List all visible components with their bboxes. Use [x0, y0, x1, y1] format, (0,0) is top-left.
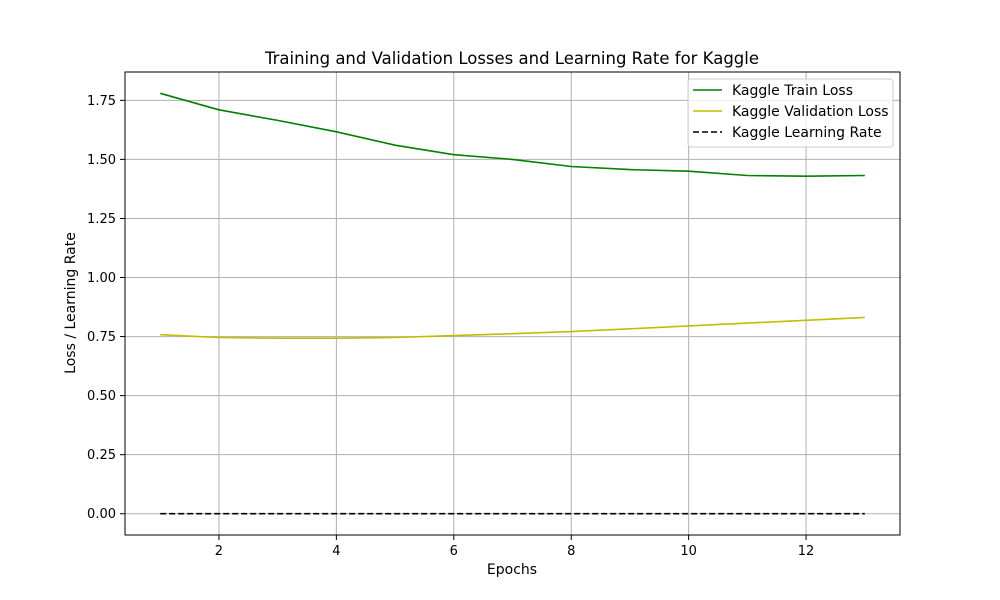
- x-tick-label: 6: [450, 544, 458, 559]
- legend-label-kaggle-learning-rate: Kaggle Learning Rate: [732, 125, 882, 141]
- y-tick-label: 0.50: [87, 389, 116, 404]
- plot-frame: [124, 71, 901, 536]
- x-axis-label: Epochs: [487, 562, 537, 578]
- y-tick-label: 0.00: [87, 507, 116, 522]
- y-tick-label: 0.75: [87, 330, 116, 345]
- kaggle-train-loss-line: [159, 92, 865, 177]
- legend-label-kaggle-train-loss: Kaggle Train Loss: [732, 83, 853, 99]
- y-tick-label: 1.50: [87, 153, 116, 168]
- y-axis-ticks: 0.00 0.25 0.50 0.75 1.00 1.25 1.50 1.75: [87, 94, 125, 522]
- y-tick-label: 1.75: [87, 94, 116, 109]
- chart-title: Training and Validation Losses and Learn…: [264, 49, 759, 68]
- x-tick-label: 10: [680, 544, 697, 559]
- x-axis-ticks: 2 4 6 8 10 12: [215, 535, 815, 559]
- legend-box: [687, 78, 894, 148]
- y-axis-label: Loss / Learning Rate: [63, 232, 79, 374]
- x-tick-label: 8: [567, 544, 575, 559]
- x-tick-label: 12: [798, 544, 815, 559]
- y-tick-label: 1.25: [87, 212, 116, 227]
- legend-label-kaggle-validation-loss: Kaggle Validation Loss: [732, 104, 889, 120]
- y-tick-label: 1.00: [87, 271, 116, 286]
- kaggle-validation-loss-line: [160, 316, 865, 340]
- series-lines: [159, 92, 865, 515]
- x-tick-label: 4: [332, 544, 340, 559]
- legend: Kaggle Train Loss Kaggle Validation Loss K…: [687, 78, 894, 148]
- x-tick-label: 2: [215, 544, 223, 559]
- y-tick-label: 0.25: [87, 448, 116, 463]
